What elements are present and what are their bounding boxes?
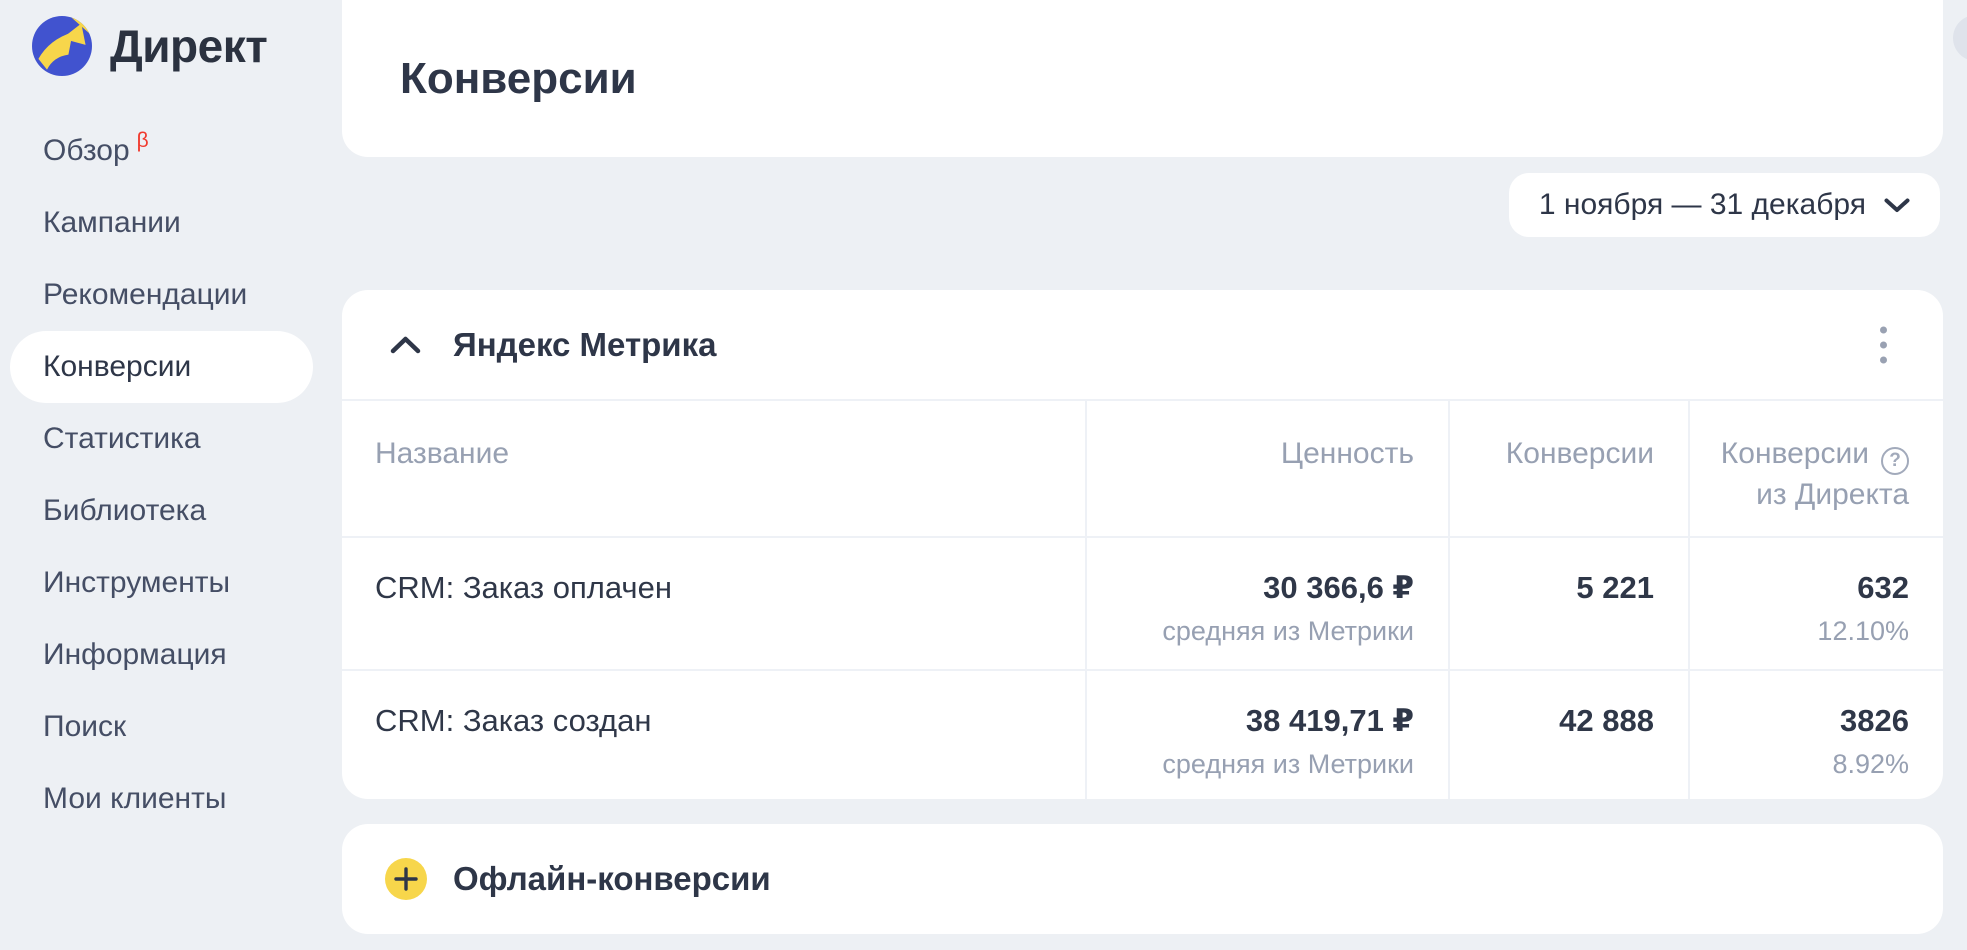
chevron-up-icon <box>390 336 421 353</box>
sidebar-item-tools[interactable]: Инструменты <box>43 566 231 599</box>
sidebar-item-label: Обзор <box>43 134 130 167</box>
cell-goal-name: CRM: Заказ создан <box>342 669 1085 799</box>
date-range-picker[interactable]: 1 ноября — 31 декабря <box>1508 173 1940 237</box>
sidebar-item-recommendations[interactable]: Рекомендации <box>43 278 248 311</box>
sidebar-nav: Обзор β Кампании Рекомендации Конверсии … <box>0 115 342 835</box>
date-range-label: 1 ноября — 31 декабря <box>1538 188 1866 221</box>
cell-direct-conversions: 3826 8.92% <box>1688 669 1943 799</box>
cell-goal-name: CRM: Заказ оплачен <box>342 536 1085 669</box>
direct-rate: 8.92% <box>1832 749 1909 779</box>
kebab-menu-icon[interactable] <box>1874 320 1893 369</box>
app-logo[interactable]: Директ <box>0 0 342 76</box>
sidebar: Директ Обзор β Кампании Рекомендации Кон… <box>0 0 342 950</box>
metrika-card-title: Яндекс Метрика <box>453 325 717 363</box>
cell-conversions: 42 888 <box>1448 669 1688 799</box>
table-row: CRM: Заказ оплачен 30 366,6 ₽ средняя из… <box>342 536 1943 669</box>
sidebar-item-conversions[interactable]: Конверсии <box>10 331 313 403</box>
direct-rate: 12.10% <box>1817 616 1909 646</box>
filter-row: 1 ноября — 31 декабря <box>342 173 1943 237</box>
value-note: средняя из Метрики <box>1162 749 1414 779</box>
plus-icon[interactable] <box>385 858 427 900</box>
metrika-card: Яндекс Метрика Название Ценность Конверс… <box>342 290 1943 799</box>
conversions-table-header: Название Ценность Конверсии Конверсии? и… <box>342 399 1943 536</box>
value-note: средняя из Метрики <box>1162 616 1414 646</box>
cell-value: 30 366,6 ₽ средняя из Метрики <box>1085 536 1448 669</box>
collapse-button[interactable] <box>390 336 421 354</box>
table-row: CRM: Заказ создан 38 419,71 ₽ средняя из… <box>342 669 1943 799</box>
cell-direct-conversions: 632 12.10% <box>1688 536 1943 669</box>
column-header-direct-line1: Конверсии <box>1720 437 1869 470</box>
cell-value: 38 419,71 ₽ средняя из Метрики <box>1085 669 1448 799</box>
sidebar-item-library[interactable]: Библиотека <box>43 494 207 527</box>
metrika-card-header: Яндекс Метрика <box>342 290 1943 399</box>
offline-conversions-title: Офлайн-конверсии <box>453 860 771 897</box>
cell-conversions: 5 221 <box>1448 536 1688 669</box>
page-header: Конверсии <box>342 0 1943 157</box>
column-header-conversions: Конверсии <box>1448 399 1688 536</box>
help-icon[interactable]: ? <box>1881 447 1909 475</box>
sidebar-item-information[interactable]: Информация <box>43 638 227 671</box>
cutoff-floating-button[interactable] <box>1953 15 1967 61</box>
sidebar-item-my-clients[interactable]: Мои клиенты <box>43 782 227 815</box>
column-header-direct-line2: из Директа <box>1756 478 1909 511</box>
app-logo-text: Директ <box>110 20 268 72</box>
yandex-direct-logo-icon <box>32 16 92 76</box>
column-header-direct-conversions: Конверсии? из Директа <box>1688 399 1943 536</box>
chevron-down-icon <box>1884 198 1910 212</box>
page-title: Конверсии <box>400 53 637 103</box>
main-content: Конверсии 1 ноября — 31 декабря Яндекс М… <box>342 0 1967 934</box>
sidebar-item-search[interactable]: Поиск <box>43 710 127 743</box>
offline-conversions-card[interactable]: Офлайн-конверсии <box>342 824 1943 934</box>
column-header-name: Название <box>342 399 1085 536</box>
beta-badge: β <box>136 129 149 152</box>
sidebar-item-statistics[interactable]: Статистика <box>43 422 201 455</box>
column-header-value: Ценность <box>1085 399 1448 536</box>
sidebar-item-campaigns[interactable]: Кампании <box>43 206 181 239</box>
sidebar-item-overview[interactable]: Обзор β <box>0 115 342 187</box>
